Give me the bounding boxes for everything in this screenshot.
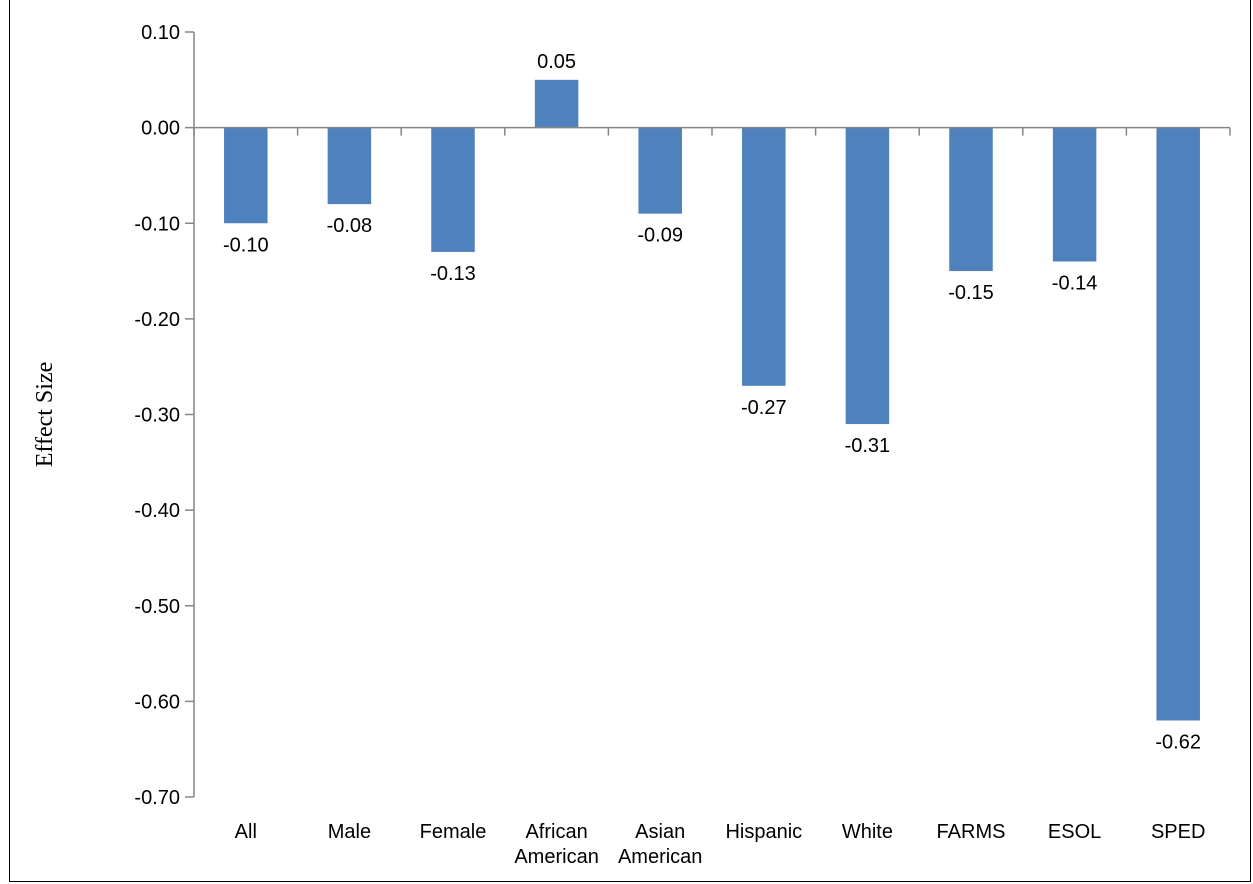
chart-frame [9, 0, 1251, 882]
bar [638, 127, 682, 214]
bar [431, 127, 475, 252]
bar [845, 127, 890, 425]
x-category-label: White [842, 821, 893, 843]
y-axis-title: Effect Size [32, 362, 58, 468]
bar [327, 127, 372, 205]
bar [224, 127, 268, 224]
x-axis-labels: All Male Female African American Asian America… [235, 821, 1206, 868]
y-tick-label: 0.00 [141, 118, 180, 140]
data-labels: -0.10 -0.08 -0.13 0.05 -0.09 -0.27 -0.31 -0.15 -… [223, 51, 1201, 754]
data-label: -0.08 [327, 215, 373, 237]
data-label: -0.15 [948, 282, 994, 304]
x-category-label: Female [420, 821, 487, 843]
y-tick-label: -0.10 [134, 213, 180, 235]
bar [1052, 127, 1097, 262]
data-label: 0.05 [537, 51, 576, 73]
y-tick-label: -0.30 [134, 405, 180, 427]
x-category-label: American [618, 846, 702, 868]
y-tick-label: -0.70 [134, 787, 180, 809]
x-category-label: SPED [1151, 821, 1205, 843]
bar [949, 127, 993, 272]
data-label: -0.13 [430, 263, 476, 285]
data-label: -0.62 [1155, 732, 1201, 754]
y-tick-label: -0.40 [134, 500, 180, 522]
data-label: -0.09 [637, 225, 683, 247]
x-category-label: Asian [635, 821, 685, 843]
bar [742, 127, 786, 386]
data-label: -0.31 [845, 435, 891, 457]
y-tick-label: 0.10 [141, 22, 180, 44]
x-category-label: Hispanic [725, 821, 802, 843]
bar [1156, 127, 1200, 721]
bars [193, 79, 1231, 721]
bar [534, 79, 579, 128]
y-tick-label: -0.50 [134, 596, 180, 618]
y-tick-label: -0.60 [134, 691, 180, 713]
x-category-label: African [525, 821, 587, 843]
data-label: -0.27 [741, 397, 787, 419]
data-label: -0.10 [223, 234, 269, 256]
y-tick-label: -0.20 [134, 309, 180, 331]
x-category-label: American [514, 846, 598, 868]
x-category-label: All [235, 821, 257, 843]
x-category-label: ESOL [1048, 821, 1101, 843]
y-axis-ticks: 0.10 0.00 -0.10 -0.20 -0.30 -0.40 -0.50 -0.60 -0… [134, 22, 194, 809]
x-category-label: FARMS [937, 821, 1006, 843]
data-label: -0.14 [1052, 273, 1098, 295]
x-category-label: Male [328, 821, 371, 843]
